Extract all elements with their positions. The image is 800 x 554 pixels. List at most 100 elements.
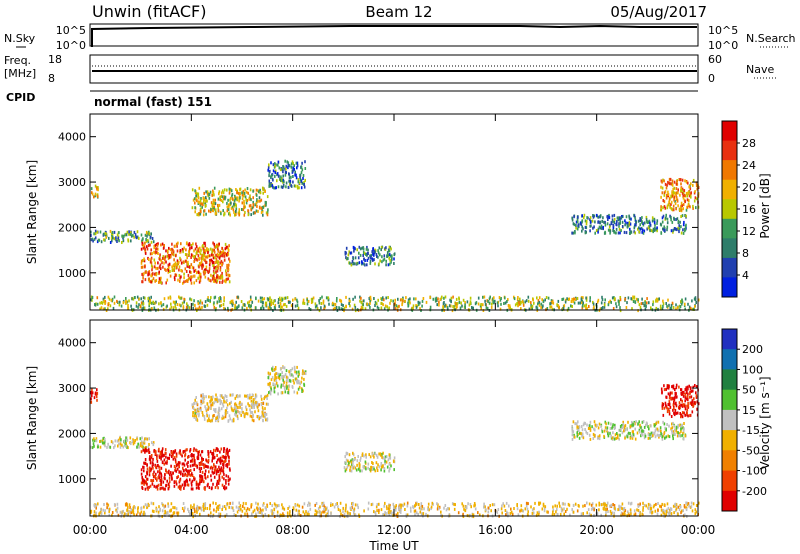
echo-cell xyxy=(257,409,260,413)
echo-cell xyxy=(143,505,145,509)
echo-cell xyxy=(104,511,106,515)
echo-cell xyxy=(152,272,154,276)
echo-cell xyxy=(94,232,97,236)
echo-cell xyxy=(331,301,334,305)
echo-cell xyxy=(158,279,161,283)
echo-cell xyxy=(538,510,540,514)
echo-cell xyxy=(621,225,624,228)
echo-cell xyxy=(173,450,176,454)
echo-cell xyxy=(225,280,227,284)
echo-cell xyxy=(267,376,270,380)
echo-cell xyxy=(90,234,92,237)
echo-cell xyxy=(673,180,676,184)
echo-cell xyxy=(219,198,221,202)
echo-cell xyxy=(142,259,144,262)
echo-cell xyxy=(204,271,206,275)
echo-cell xyxy=(662,206,664,210)
echo-cell xyxy=(244,205,246,209)
echo-cell xyxy=(669,391,672,395)
echo-cell xyxy=(581,433,584,437)
echo-cell xyxy=(206,192,209,196)
echo-cell xyxy=(237,417,239,421)
echo-cell xyxy=(680,225,682,229)
echo-cell xyxy=(284,373,287,377)
echo-cell xyxy=(199,301,201,305)
echo-cell xyxy=(171,269,174,272)
echo-cell xyxy=(395,304,398,308)
echo-cell xyxy=(198,463,201,467)
echo-cell xyxy=(623,429,625,433)
echo-cell xyxy=(612,223,615,227)
echo-cell xyxy=(208,196,211,200)
echo-cell xyxy=(632,295,634,299)
echo-cell xyxy=(614,426,616,429)
echo-cell xyxy=(477,302,480,306)
echo-cell xyxy=(227,277,230,281)
echo-cell xyxy=(673,198,675,202)
echo-cell xyxy=(141,239,143,243)
echo-cell xyxy=(126,508,129,512)
echo-cell xyxy=(370,465,372,469)
echo-cell xyxy=(629,425,632,429)
echo-cell xyxy=(576,434,579,438)
echo-cell xyxy=(367,507,370,511)
echo-cell xyxy=(491,302,493,306)
echo-cell xyxy=(225,253,228,257)
echo-cell xyxy=(444,504,447,507)
echo-cell xyxy=(227,306,229,310)
echo-cell xyxy=(302,301,304,305)
echo-cell xyxy=(241,201,244,205)
echo-cell xyxy=(219,459,221,463)
echo-cell xyxy=(224,307,226,311)
echo-cell xyxy=(666,225,669,229)
echo-cell xyxy=(685,208,688,212)
echo-cell xyxy=(662,227,664,231)
echo-cell xyxy=(368,297,371,300)
echo-cell xyxy=(600,301,603,305)
echo-cell xyxy=(378,262,380,266)
echo-cell xyxy=(654,226,656,230)
echo-cell xyxy=(161,451,163,455)
echo-cell xyxy=(687,401,689,405)
echo-cell xyxy=(104,238,106,242)
echo-cell xyxy=(202,502,205,506)
echo-cell xyxy=(662,299,664,303)
echo-cell xyxy=(400,508,402,512)
echo-cell xyxy=(243,213,246,217)
echo-cell xyxy=(151,307,153,311)
echo-cell xyxy=(288,172,290,176)
echo-cell xyxy=(178,274,181,277)
echo-cell xyxy=(144,251,147,255)
echo-cell xyxy=(604,220,606,224)
echo-cell xyxy=(202,203,204,207)
echo-cell xyxy=(226,277,228,281)
echo-cell xyxy=(352,462,354,466)
echo-cell xyxy=(584,231,587,235)
echo-cell xyxy=(121,234,123,238)
echo-cell xyxy=(653,221,656,225)
echo-cell xyxy=(216,479,219,483)
echo-cell xyxy=(487,300,489,303)
echo-cell xyxy=(684,179,686,183)
echo-cell xyxy=(176,467,179,471)
echo-cell xyxy=(174,261,177,265)
echo-cell xyxy=(653,217,656,221)
echo-cell xyxy=(218,299,221,303)
echo-cell xyxy=(626,225,629,229)
echo-cell xyxy=(637,509,640,512)
echo-cell xyxy=(97,188,99,192)
echo-cell xyxy=(655,227,657,231)
echo-cell xyxy=(322,301,325,305)
echo-cell xyxy=(691,307,694,311)
echo-cell xyxy=(289,369,292,373)
noise-sky-trace xyxy=(91,24,697,47)
echo-cell xyxy=(676,395,678,399)
echo-cell xyxy=(627,512,630,516)
echo-cell xyxy=(655,306,658,310)
echo-cell xyxy=(524,507,527,511)
echo-cell xyxy=(673,398,676,402)
echo-cell xyxy=(225,486,228,490)
echo-region xyxy=(344,245,396,267)
echo-cell xyxy=(583,216,585,220)
echo-cell xyxy=(148,437,150,441)
